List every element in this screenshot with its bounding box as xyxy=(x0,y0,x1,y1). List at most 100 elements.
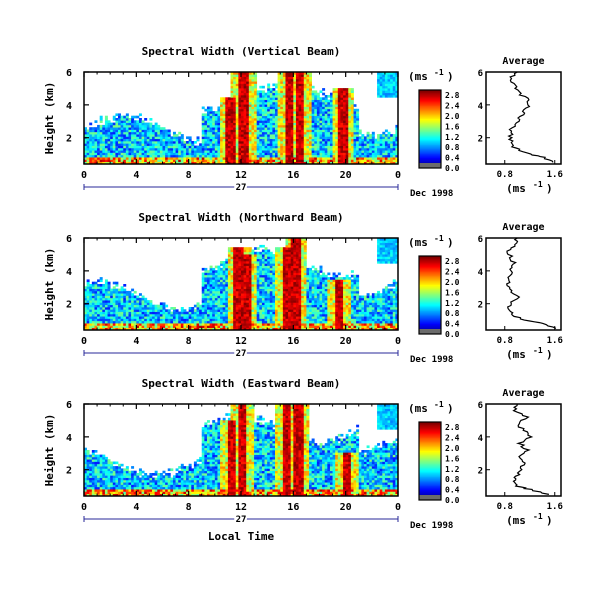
heatmap-cell xyxy=(275,150,278,153)
heatmap-cell xyxy=(275,281,278,285)
heatmap-cell xyxy=(282,247,286,250)
heatmap-cell xyxy=(335,134,339,137)
heatmap-cell xyxy=(267,318,271,322)
colorbar-unit-close: ) xyxy=(447,70,454,83)
heatmap-cell xyxy=(324,108,328,112)
heatmap-cell xyxy=(230,129,234,133)
heatmap-cell xyxy=(324,106,328,110)
heatmap-cell xyxy=(107,143,111,146)
heatmap-cell xyxy=(275,95,278,98)
heatmap-cell xyxy=(272,159,276,163)
heatmap-cell xyxy=(141,302,145,306)
heatmap-cell xyxy=(303,154,307,158)
heatmap-cell xyxy=(319,157,323,160)
heatmap-cell xyxy=(209,323,213,326)
heatmap-cell xyxy=(243,85,247,89)
heatmap-cell xyxy=(107,309,111,312)
heatmap-cell xyxy=(277,263,281,266)
heatmap-cell xyxy=(246,120,250,123)
heatmap-cell xyxy=(94,161,98,165)
heatmap-cell xyxy=(212,145,216,149)
heatmap-cell xyxy=(280,111,284,114)
heatmap-cell xyxy=(138,304,142,308)
heatmap-cell xyxy=(97,325,101,329)
heatmap-cell xyxy=(186,327,190,331)
heatmap-cell xyxy=(282,134,286,137)
heatmap-cell xyxy=(261,161,265,165)
heatmap-cell xyxy=(152,320,155,324)
heatmap-cell xyxy=(118,150,121,153)
heatmap-cell xyxy=(230,136,234,140)
heatmap-cell xyxy=(340,127,344,130)
heatmap-cell xyxy=(123,120,127,123)
heatmap-cell xyxy=(387,138,391,142)
heatmap-cell xyxy=(272,325,276,329)
heatmap-cell xyxy=(254,309,258,312)
heatmap-cell xyxy=(225,286,229,289)
heatmap-cell xyxy=(390,141,394,144)
heatmap-cell xyxy=(238,293,242,296)
heatmap-cell xyxy=(120,323,124,326)
heatmap-cell xyxy=(241,323,244,326)
heatmap-cell xyxy=(144,311,148,315)
heatmap-cell xyxy=(141,316,145,319)
heatmap-cell xyxy=(261,265,265,269)
heatmap-cell xyxy=(128,141,132,144)
heatmap-cell xyxy=(86,323,90,326)
heatmap-cell xyxy=(235,136,239,140)
heatmap-cell xyxy=(340,95,344,98)
heatmap-cell xyxy=(217,129,221,133)
heatmap-cell xyxy=(209,136,213,140)
heatmap-cell xyxy=(277,157,281,160)
heatmap-cell xyxy=(214,152,218,156)
heatmap-cell xyxy=(159,141,163,144)
heatmap-cell xyxy=(329,101,333,105)
heatmap-cell xyxy=(377,85,381,89)
heatmap-cell xyxy=(243,247,247,250)
colorbar-tick-label: 0.8 xyxy=(445,143,460,152)
heatmap-cell xyxy=(144,307,148,310)
heatmap-cell xyxy=(123,138,127,142)
heatmap-cell xyxy=(222,304,226,308)
heatmap-cell xyxy=(387,154,391,158)
heatmap-cell xyxy=(230,274,234,278)
heatmap-cell xyxy=(295,78,299,82)
heatmap-cell xyxy=(225,327,229,331)
heatmap-cell xyxy=(167,143,171,146)
heatmap-cell xyxy=(329,108,333,112)
heatmap-cell xyxy=(235,297,239,301)
heatmap-cell xyxy=(264,118,268,121)
heatmap-cell xyxy=(295,127,299,130)
heatmap-cell xyxy=(86,327,90,331)
heatmap-cell xyxy=(390,161,394,165)
heatmap-cell xyxy=(377,143,381,146)
heatmap-cell xyxy=(235,72,239,75)
heatmap-cell xyxy=(125,124,129,128)
heatmap-cell xyxy=(110,138,114,142)
heatmap-cell xyxy=(118,293,121,296)
heatmap-cell xyxy=(280,76,284,80)
heatmap-cell xyxy=(332,134,336,137)
heatmap-cell xyxy=(235,258,239,262)
heatmap-cell xyxy=(238,113,242,117)
heatmap-cell xyxy=(225,157,229,160)
heatmap-cell xyxy=(89,316,93,319)
heatmap-cell xyxy=(306,150,310,153)
heatmap-cell xyxy=(123,131,127,135)
heatmap-cell xyxy=(280,293,284,296)
heatmap-cell xyxy=(125,293,129,296)
heatmap-cell xyxy=(335,108,339,112)
heatmap-cell xyxy=(162,316,166,319)
heatmap-cell xyxy=(233,247,237,250)
heatmap-cell xyxy=(149,147,153,151)
heatmap-cell xyxy=(295,129,299,133)
heatmap-cell xyxy=(259,272,263,276)
heatmap-cell xyxy=(188,145,192,149)
heatmap-cell xyxy=(309,99,312,103)
heatmap-cell xyxy=(222,124,226,128)
heatmap-cell xyxy=(136,311,140,315)
heatmap-cell xyxy=(99,293,103,296)
heatmap-cell xyxy=(183,311,187,315)
heatmap-cell xyxy=(178,147,182,151)
